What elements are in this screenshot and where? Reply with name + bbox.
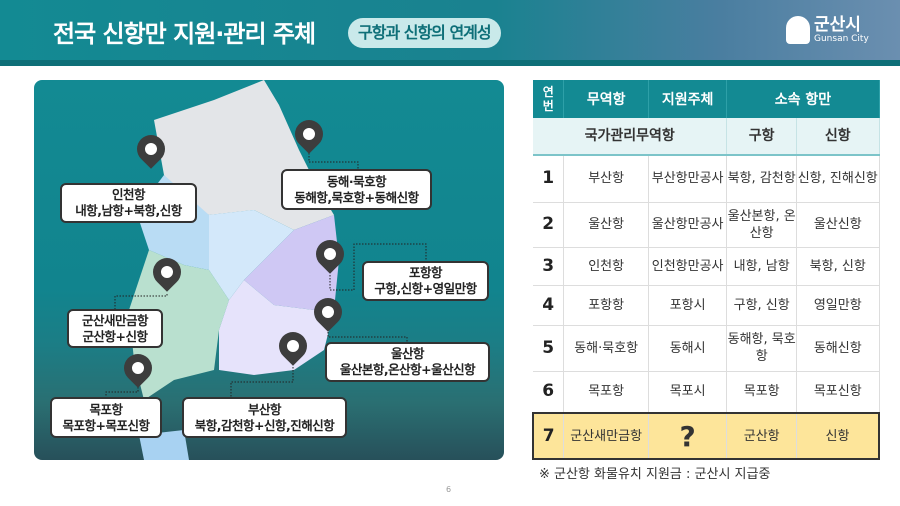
cell-support: 부산항만공사	[648, 155, 728, 203]
callout-pohang: 포항항 구항,신항+영일만항	[362, 261, 489, 301]
port-table: 연번 무역항 지원주체 소속 항만 국가관리무역항 구항 신항 1 부산항 부산항만…	[532, 80, 880, 460]
cell-new: 울산신항	[796, 202, 880, 248]
cell-no: 5	[533, 325, 565, 372]
table-row: 2 울산항 울산항만공사 울산본항, 온산항 울산신항	[533, 202, 880, 248]
cell-no: 2	[533, 202, 565, 248]
cell-old: 목포항	[726, 371, 797, 414]
cell-new: 북항, 신항	[796, 247, 880, 286]
region-east	[244, 215, 339, 310]
logo-english: Gunsan City	[814, 33, 869, 44]
header-support: 지원주체	[648, 80, 728, 118]
table-subheader-row: 국가관리무역항 구항 신항	[533, 118, 880, 156]
cell-port: 포항항	[563, 285, 649, 326]
callout-detail: 군산항+신항	[82, 328, 148, 344]
callout-title: 인천항	[111, 187, 146, 202]
cell-support: 목포시	[648, 371, 728, 414]
page-title: 전국 신항만 지원·관리 주체	[53, 20, 316, 48]
callout-busan: 부산항 북항,감천항+신항,진해신항	[182, 397, 347, 438]
table-row: 1 부산항 부산항만공사 북항, 감천항 신항, 진해신항	[533, 155, 880, 203]
callout-detail: 동해항,묵호항+동해신항	[294, 189, 419, 205]
callout-title: 울산항	[390, 346, 425, 361]
callout-incheon: 인천항 내항,남항+북항,신항	[60, 183, 197, 223]
cell-no: 4	[533, 285, 565, 326]
cell-support: 인천항만공사	[648, 247, 728, 286]
cell-new: 동해신항	[796, 325, 880, 372]
cell-port: 동해·묵호항	[563, 325, 649, 372]
cell-old: 구항, 신항	[726, 285, 797, 326]
table-row-highlighted: 7 군산새만금항? 군산항 신항	[532, 412, 880, 460]
cell-no: 7	[532, 412, 565, 460]
table-row: 4 포항항 포항시 구항, 신항 영일만항	[533, 285, 880, 326]
callout-detail: 구항,신항+영일만항	[374, 281, 477, 296]
callout-detail: 울산본항,온산항+울산신항	[339, 362, 476, 377]
header-no: 연번	[533, 80, 565, 118]
subheader-new: 신항	[796, 118, 880, 156]
gunsan-logo: 군산시 Gunsan City	[786, 16, 869, 44]
cell-port: 울산항	[563, 202, 649, 248]
callout-mokpo: 목포항 목포항+목포신항	[50, 397, 162, 438]
cell-old: 내항, 남항	[726, 247, 797, 286]
cell-new: 신항	[796, 412, 880, 460]
table-row: 5 동해·묵호항 동해시 동해항, 묵호항 동해신항	[533, 325, 880, 372]
cell-new: 목포신항	[796, 371, 880, 414]
cell-no: 1	[533, 155, 565, 203]
cell-new: 신항, 진해신항	[796, 155, 880, 203]
cell-port: 목포항	[563, 371, 649, 414]
cell-new: 영일만항	[796, 285, 880, 326]
cell-old: 북항, 감천항	[726, 155, 797, 203]
header-affiliated: 소속 항만	[726, 80, 880, 118]
cell-support: 포항시	[648, 285, 728, 326]
cell-old: 동해항, 묵호항	[726, 325, 797, 372]
logo-korean: 군산시	[814, 14, 861, 35]
footnote: ※ 군산항 화물유치 지원금 : 군산시 지급중	[539, 467, 771, 482]
callout-ulsan: 울산항 울산본항,온산항+울산신항	[325, 342, 490, 382]
region-central	[209, 210, 294, 300]
cell-port: 군산새만금항	[563, 412, 649, 460]
cell-no: 6	[533, 371, 565, 414]
city-emblem-icon	[786, 16, 810, 44]
callout-title: 부산항	[247, 401, 282, 417]
korea-port-map: 인천항 내항,남항+북항,신항 동해·묵호항 동해항,묵호항+동해신항 포항항 구항,…	[34, 80, 504, 460]
subheader-category: 국가관리무역항	[533, 118, 728, 156]
callout-title: 포항항	[408, 265, 443, 280]
callout-title: 동해·묵호항	[326, 173, 387, 189]
callout-detail: 북항,감천항+신항,진해신항	[194, 417, 335, 433]
table-header-row: 연번 무역항 지원주체 소속 항만	[533, 80, 880, 118]
cell-support: ?	[648, 412, 728, 460]
header-port: 무역항	[563, 80, 649, 118]
callout-detail: 내항,남항+북항,신항	[75, 203, 182, 218]
header-banner: 전국 신항만 지원·관리 주체 구항과 신항의 연계성 군산시 Gunsan C…	[0, 0, 900, 66]
cell-old: 울산본항, 온산항	[726, 202, 797, 248]
callout-gunsan: 군산새만금항 군산항+신항	[67, 309, 163, 348]
page-number: 6	[446, 485, 452, 494]
callout-title: 군산새만금항	[81, 312, 149, 328]
cell-no: 3	[533, 247, 565, 286]
cell-port: 부산항	[563, 155, 649, 203]
subtitle-pill: 구항과 신항의 연계성	[348, 18, 501, 48]
table-row: 3 인천항 인천항만공사 내항, 남항 북항, 신항	[533, 247, 880, 286]
header-band	[0, 60, 900, 66]
subheader-old: 구항	[726, 118, 797, 156]
cell-port: 인천항	[563, 247, 649, 286]
region-southwest	[129, 250, 229, 400]
callout-detail: 목포항+목포신항	[62, 417, 150, 433]
cell-old: 군산항	[726, 412, 797, 460]
table-row: 6 목포항 목포시 목포항 목포신항	[533, 371, 880, 414]
cell-support: 울산항만공사	[648, 202, 728, 248]
callout-title: 목포항	[89, 401, 123, 417]
callout-donghae: 동해·묵호항 동해항,묵호항+동해신항	[281, 169, 432, 210]
cell-support: 동해시	[648, 325, 728, 372]
